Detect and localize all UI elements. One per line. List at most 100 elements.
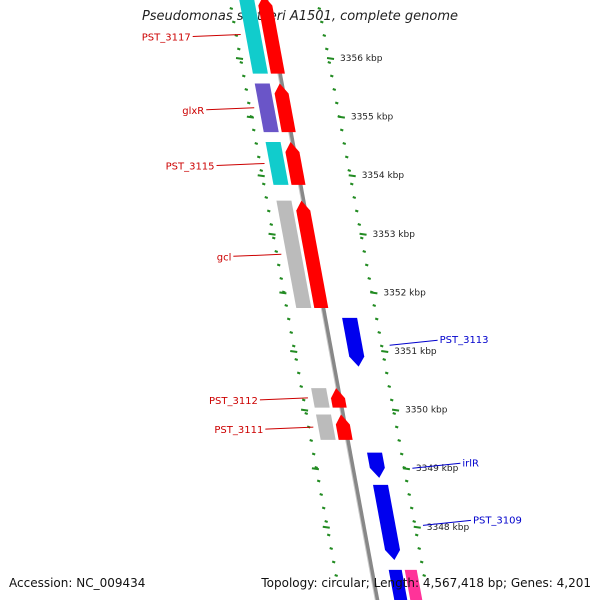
- outer-tick: [379, 344, 384, 348]
- inner-tick: [331, 560, 336, 564]
- feature-block: [311, 388, 330, 408]
- outer-tick: [394, 425, 399, 429]
- inner-tick: [274, 250, 279, 253]
- outer-tick: [364, 263, 369, 267]
- gene-leader-line: [259, 397, 308, 401]
- inner-tick: [299, 385, 304, 388]
- inner-tick: [321, 506, 326, 510]
- scale-labels: 3356 kbp 3355 kbp 3354 kbp 3353 kbp 3352 kbp…: [340, 54, 469, 533]
- scale-label: 3350 kbp: [405, 406, 448, 416]
- inner-tick: [286, 317, 291, 321]
- outer-tick: [412, 520, 417, 523]
- inner-tick: [329, 547, 333, 550]
- gene-leader-line: [216, 162, 265, 166]
- forward-gene-arrow: [330, 388, 347, 408]
- outer-tick: [389, 398, 394, 402]
- scale-label: 3353 kbp: [373, 230, 416, 240]
- outer-tick: [347, 169, 352, 172]
- inner-tick: [229, 7, 234, 10]
- outer-tick: [334, 101, 339, 105]
- inner-tick: [291, 344, 296, 348]
- outer-tick: [332, 88, 337, 91]
- inner-tick: [266, 209, 271, 213]
- outer-tick: [422, 574, 426, 577]
- inner-major-tick: [311, 467, 320, 471]
- inner-tick: [236, 47, 241, 51]
- inner-tick: [276, 263, 281, 267]
- gene-label: PST_3117: [142, 33, 191, 44]
- inner-tick: [319, 493, 324, 496]
- feature-block: [404, 569, 423, 600]
- outer-tick: [384, 371, 389, 375]
- inner-tick: [241, 74, 246, 78]
- inner-tick: [284, 304, 289, 307]
- inner-tick: [269, 223, 274, 226]
- outer-tick: [362, 250, 367, 253]
- inner-tick: [304, 412, 309, 415]
- outer-tick: [344, 155, 349, 159]
- inner-tick: [261, 182, 266, 186]
- inner-major-tick: [235, 57, 244, 60]
- genome-summary: Topology: circular; Length: 4,567,418 bp…: [261, 576, 591, 590]
- major-tick: [326, 57, 335, 60]
- major-tick: [370, 291, 378, 295]
- gene-label: glxR: [182, 106, 204, 117]
- scale-label: 3351 kbp: [394, 347, 437, 357]
- outer-tick: [409, 506, 414, 510]
- major-tick: [337, 115, 346, 119]
- scale-label: 3349 kbp: [416, 464, 459, 474]
- inner-major-tick: [279, 291, 287, 295]
- gene-leader-line: [412, 462, 461, 469]
- outer-tick: [319, 20, 324, 24]
- inner-major-tick: [290, 350, 298, 353]
- inner-tick: [279, 277, 284, 280]
- outer-tick: [324, 47, 329, 51]
- outer-tick: [357, 223, 362, 226]
- inner-tick: [301, 398, 306, 402]
- outer-tick: [397, 439, 402, 442]
- inner-tick: [294, 358, 299, 361]
- gene-label: PST_3112: [209, 396, 258, 407]
- outer-tick: [317, 7, 322, 10]
- gene-label: PST_3109: [473, 515, 522, 526]
- forward-gene-arrow: [258, 0, 285, 74]
- inner-tick: [251, 128, 256, 132]
- scale-label: 3348 kbp: [427, 523, 470, 533]
- major-tick: [381, 350, 389, 353]
- major-tick: [402, 467, 411, 471]
- tick-ring: [229, 7, 426, 577]
- scale-label: 3355 kbp: [351, 113, 394, 123]
- outer-tick: [372, 304, 377, 307]
- outer-tick: [382, 358, 387, 361]
- outer-tick: [377, 331, 382, 334]
- reverse-gene-arrow: [372, 484, 401, 560]
- major-tick: [348, 174, 356, 178]
- inner-tick: [256, 155, 261, 159]
- gene-leader-line: [206, 107, 255, 111]
- feature-tracks: [239, 0, 423, 600]
- major-tick: [391, 408, 400, 412]
- inner-tick: [246, 101, 251, 105]
- inner-tick: [324, 520, 329, 523]
- inner-tick: [334, 574, 338, 577]
- gene-label: irlR: [462, 458, 479, 469]
- outer-tick: [414, 533, 419, 537]
- outer-tick: [387, 385, 392, 388]
- major-tick: [413, 525, 421, 529]
- inner-tick: [271, 236, 276, 240]
- feature-block: [254, 83, 279, 133]
- outer-tick: [327, 61, 332, 64]
- inner-tick: [264, 196, 269, 199]
- outer-tick: [404, 479, 409, 483]
- inner-tick: [239, 61, 244, 64]
- feature-block: [265, 142, 289, 185]
- outer-tick: [352, 196, 357, 199]
- outer-tick: [399, 452, 404, 456]
- outer-tick: [374, 317, 379, 321]
- outer-tick: [322, 34, 327, 37]
- outer-tick: [354, 209, 359, 213]
- reverse-gene-arrow: [342, 317, 365, 367]
- forward-gene-arrow: [296, 200, 329, 308]
- forward-gene-arrow: [335, 414, 353, 440]
